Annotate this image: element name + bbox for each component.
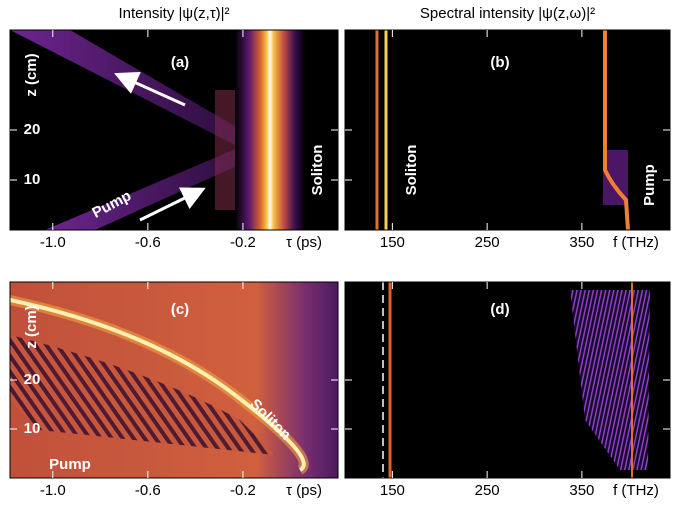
x-tick-label: 150 xyxy=(380,234,405,251)
x-tick-label: -1.0 xyxy=(40,482,66,499)
x-tick-label: 250 xyxy=(475,234,500,251)
annotation: Pump xyxy=(641,164,658,206)
density-c xyxy=(10,282,338,478)
y-axis-label: z (cm) xyxy=(23,53,40,96)
panel-label: (b) xyxy=(490,54,509,71)
annotation: Pump xyxy=(49,456,91,473)
x-tick-label: -0.6 xyxy=(135,234,161,251)
x-axis-label: f (THz) xyxy=(613,234,659,251)
x-tick-label: 350 xyxy=(569,482,594,499)
density-a xyxy=(10,30,338,230)
x-axis-label: τ (ps) xyxy=(286,234,322,251)
x-tick-label: -0.2 xyxy=(230,234,256,251)
x-axis-label: f (THz) xyxy=(613,482,659,499)
x-tick-label: 350 xyxy=(569,234,594,251)
panel-label: (a) xyxy=(171,54,189,71)
annotation: Soliton xyxy=(309,145,326,196)
density-b xyxy=(345,30,670,230)
x-tick-label: 250 xyxy=(475,482,500,499)
x-tick-label: -1.0 xyxy=(40,234,66,251)
x-axis-label: τ (ps) xyxy=(286,482,322,499)
panel-label: (c) xyxy=(171,301,189,318)
x-tick-label: -0.2 xyxy=(230,482,256,499)
panel-label: (d) xyxy=(490,301,509,318)
y-axis-label: z (cm) xyxy=(23,305,40,348)
column-title: Spectral intensity |ψ(z,ω)|² xyxy=(420,5,595,22)
y-tick-label: 20 xyxy=(24,371,41,388)
density-d xyxy=(345,282,670,478)
y-tick-label: 10 xyxy=(24,171,41,188)
annotation: Soliton xyxy=(403,145,420,196)
x-tick-label: 150 xyxy=(380,482,405,499)
y-tick-label: 20 xyxy=(24,121,41,138)
column-title: Intensity |ψ(z,τ)|² xyxy=(118,5,229,22)
x-tick-label: -0.6 xyxy=(135,482,161,499)
y-tick-label: 10 xyxy=(24,420,41,437)
